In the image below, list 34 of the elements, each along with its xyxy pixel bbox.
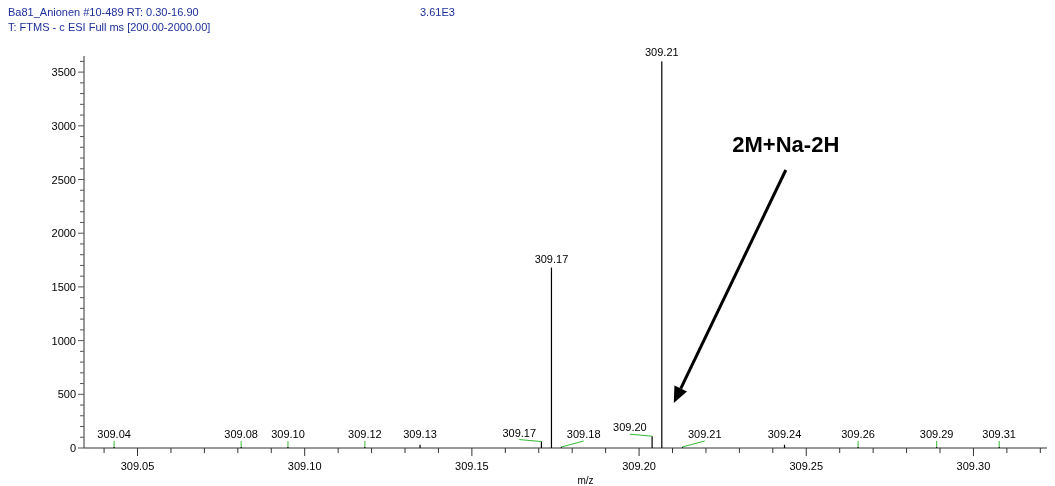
annotation: 309.08 [224,428,258,440]
annotation: 309.18 [566,428,601,440]
x-tick-label: 309.10 [287,460,322,472]
text: 3.61E3 [420,6,455,18]
annotation: 309.04 [97,428,131,440]
annotation: 2M+Na-2H [732,132,840,157]
x-axis-title: m/z [577,475,594,486]
x-tick-label: 309.30 [956,460,991,472]
annotation: 309.10 [271,428,305,440]
y-tick-label: 500 [57,388,76,401]
annotation: 309.24 [767,428,802,440]
y-tick-label: 1000 [51,334,76,347]
y-tick-label: 0 [69,442,76,454]
annotation: 309.21 [687,428,722,440]
annotation: 309.17 [534,252,569,265]
y-tick-label: 3000 [51,119,76,132]
annotation: 309.12 [348,428,382,440]
x-tick-label: 309.20 [622,460,656,472]
annotation: 309.13 [403,428,437,440]
annotation: 309.31 [982,428,1017,440]
annotation: 309.29 [919,428,954,440]
x-tick-label: 309.25 [789,460,824,472]
chart-title: Ba81_Anionen #10-489 RT: 0.30-16.90 [8,6,199,18]
y-tick-label: 2500 [51,173,76,186]
annotation: 309.17 [502,426,537,439]
y-tick-label: 2000 [51,227,76,240]
annotation: 309.26 [841,428,875,440]
annotation: 309.20 [613,421,647,434]
y-tick-label: 3500 [51,66,76,79]
annotation: 309.21 [644,46,679,59]
x-tick-label: 309.05 [120,460,155,472]
chart-subtitle: T: FTMS - c ESI Full ms [200.00-2000.00] [8,21,211,33]
y-tick-label: 1500 [51,280,76,293]
x-tick-label: 309.15 [455,460,489,472]
